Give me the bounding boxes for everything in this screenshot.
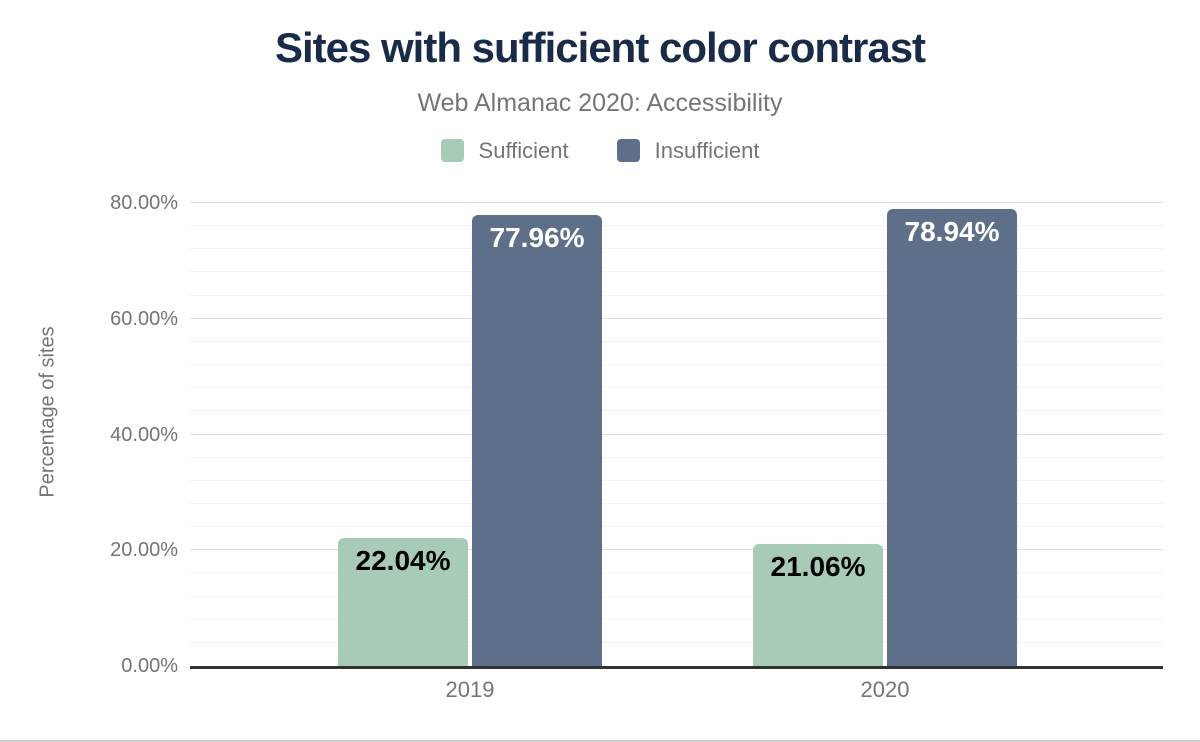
gridline-minor [190,340,1163,342]
legend: Sufficient Insufficient [0,139,1200,162]
bar-group-2020: 21.06% 78.94% [753,209,1017,666]
plot-area: 22.04% 77.96% 21.06% 78.94% [190,202,1163,666]
gridline-major [190,433,1163,435]
gridline-minor [190,271,1163,273]
sufficient-legend-swatch [440,139,464,162]
gridline-minor [190,364,1163,366]
y-axis-title: Percentage of sites [36,326,59,498]
gridline-major [190,549,1163,551]
bar-value-label: 22.04% [355,545,451,577]
bar-value-label: 77.96% [489,221,585,253]
bar-insufficient-2020[interactable]: 78.94% [887,209,1017,666]
insufficient-legend-swatch [616,139,640,162]
page-bottom-border [0,740,1200,742]
x-axis-line [190,666,1163,669]
y-axis-tick-label: 80.00% [110,192,178,214]
bar-group-2019: 22.04% 77.96% [338,214,602,666]
gridline-minor [190,387,1163,389]
gridline-minor [190,294,1163,296]
gridline-major [190,202,1163,203]
gridline-minor [190,618,1163,620]
y-axis-tick-label: 40.00% [110,423,178,446]
chart-subtitle: Web Almanac 2020: Accessibility [417,89,783,117]
gridline-minor [190,526,1163,528]
legend-item-insufficient[interactable]: Insufficient [616,137,760,163]
bar-sufficient-2020[interactable]: 21.06% [753,544,883,666]
y-axis-tick-label: 0.00% [121,655,178,677]
gridline-minor [190,595,1163,597]
gridline-minor [190,641,1163,643]
bar-insufficient-2019[interactable]: 77.96% [472,214,602,666]
gridline-major [190,317,1163,319]
gridline-minor [190,572,1163,574]
gridline-minor [190,410,1163,412]
y-axis-tick-label: 60.00% [110,307,178,330]
bar-value-label: 21.06% [770,551,866,583]
gridline-minor [190,248,1163,250]
x-axis-tick-label: 2019 [445,677,495,702]
gridline-minor [190,502,1163,504]
x-axis-tick-label: 2020 [860,677,910,702]
legend-label: Insufficient [654,137,760,163]
legend-label: Sufficient [478,137,569,163]
bar-sufficient-2019[interactable]: 22.04% [338,538,468,666]
gridline-minor [190,225,1163,227]
bar-value-label: 78.94% [904,216,1000,248]
legend-item-sufficient[interactable]: Sufficient [440,137,569,163]
chart-title: Sites with sufficient color contrast [274,24,926,71]
gridline-minor [190,479,1163,481]
gridline-minor [190,456,1163,458]
y-axis-tick-label: 20.00% [110,539,178,562]
